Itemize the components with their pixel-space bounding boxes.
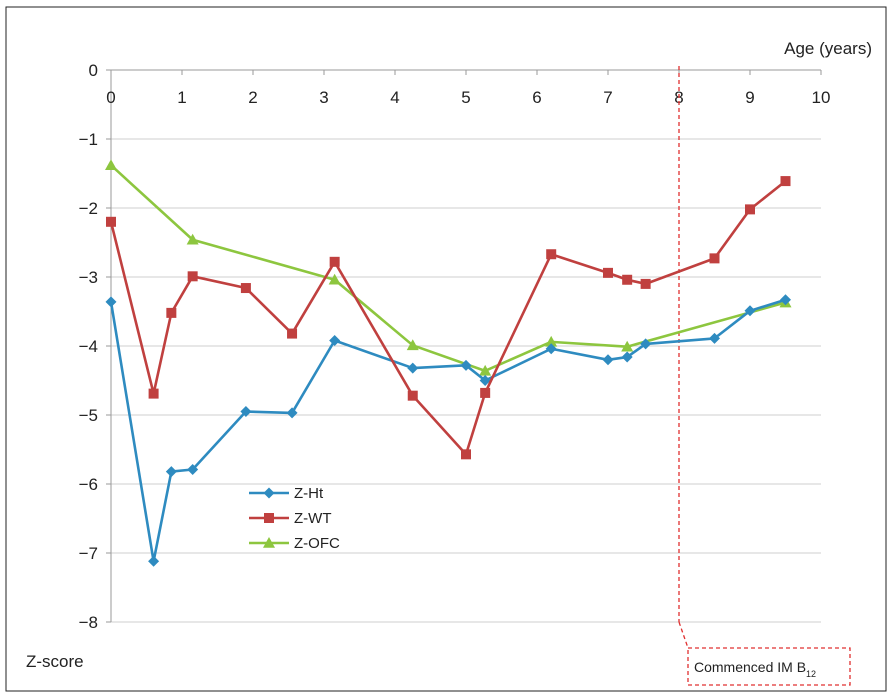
y-tick-label: −8 <box>79 613 98 632</box>
y-tick-label: 0 <box>89 61 98 80</box>
x-axis-title: Age (years) <box>784 39 872 58</box>
point-z-ht <box>621 351 633 363</box>
x-tick-label: 1 <box>177 88 186 107</box>
point-z-wt <box>709 253 720 264</box>
y-tick-label: −4 <box>79 337 98 356</box>
point-z-ht <box>240 406 252 418</box>
y-tick-label: −1 <box>79 130 98 149</box>
point-z-ofc <box>621 340 634 352</box>
point-z-ofc <box>186 233 199 245</box>
point-z-wt <box>745 204 755 215</box>
y-axis-title: Z-score <box>26 652 84 671</box>
point-z-ht <box>407 362 419 374</box>
y-tick-label: −3 <box>79 268 98 287</box>
x-tick-label: 7 <box>603 88 612 107</box>
legend-label-z-wt: Z-WT <box>294 510 331 527</box>
annotation-box <box>687 647 851 686</box>
x-tick-label: 9 <box>745 88 754 107</box>
point-z-wt <box>407 390 418 401</box>
point-z-ht <box>105 296 117 308</box>
point-z-wt <box>187 271 198 282</box>
point-z-wt <box>480 387 491 398</box>
point-z-wt <box>603 267 613 278</box>
point-z-ht <box>148 555 160 567</box>
chart-frame <box>5 6 887 692</box>
point-z-ht <box>709 332 720 344</box>
point-z-ht <box>744 305 756 317</box>
point-z-ht <box>165 466 177 478</box>
point-z-ht <box>286 407 298 419</box>
series-line-z-ofc <box>110 164 786 373</box>
point-z-ht <box>479 375 491 386</box>
x-tick-label: 3 <box>319 88 328 107</box>
point-z-wt <box>166 307 177 318</box>
y-tick-label: −6 <box>79 475 98 494</box>
point-z-ht <box>187 464 199 476</box>
legend-marker-z-ofc <box>263 537 275 548</box>
x-tick-label: 2 <box>248 88 257 107</box>
point-z-ofc <box>328 273 341 285</box>
y-tick-label: −7 <box>79 544 98 563</box>
annotation-label: Commenced IM B12 <box>694 659 816 679</box>
point-z-ht <box>460 359 472 371</box>
point-z-wt <box>148 388 159 399</box>
x-tick-label: 5 <box>461 88 470 107</box>
point-z-ht <box>640 338 652 350</box>
legend: Z-Ht Z-WT Z-OFC <box>249 485 340 552</box>
point-z-ofc <box>479 364 492 376</box>
point-z-ht <box>545 343 557 355</box>
point-z-ht <box>602 354 614 366</box>
point-z-wt <box>780 176 791 187</box>
x-tick-label: 6 <box>532 88 541 107</box>
annotation-subscript: 12 <box>806 669 816 679</box>
series-layer <box>105 159 792 567</box>
legend-label-z-ofc: Z-OFC <box>294 535 340 552</box>
point-z-ofc <box>545 335 558 347</box>
y-tick-label: −5 <box>79 406 98 425</box>
point-z-wt <box>546 249 557 260</box>
point-z-ofc <box>105 159 117 171</box>
point-z-ht <box>780 294 791 306</box>
point-z-wt <box>106 216 116 227</box>
point-z-wt <box>640 278 651 289</box>
point-z-wt <box>622 274 633 285</box>
point-z-wt <box>461 449 471 460</box>
point-z-wt <box>329 256 340 267</box>
grid-layer <box>111 138 821 623</box>
y-tick-label: −2 <box>79 199 98 218</box>
x-tick-label: 0 <box>106 88 115 107</box>
annotation-layer: Commenced IM B12 <box>678 66 851 686</box>
annotation-connector <box>678 621 689 649</box>
point-z-ht <box>329 334 341 346</box>
point-z-ofc <box>406 339 419 351</box>
axis-layer: 0−1−2−3−4−5−6−7−8012345678910 <box>79 61 831 632</box>
point-z-wt <box>240 283 251 294</box>
legend-marker-z-ht <box>263 487 275 499</box>
legend-marker-z-wt <box>264 513 274 523</box>
point-z-wt <box>287 328 298 339</box>
x-tick-label: 4 <box>390 88 399 107</box>
legend-label-z-ht: Z-Ht <box>294 485 324 502</box>
x-tick-label: 10 <box>812 88 831 107</box>
